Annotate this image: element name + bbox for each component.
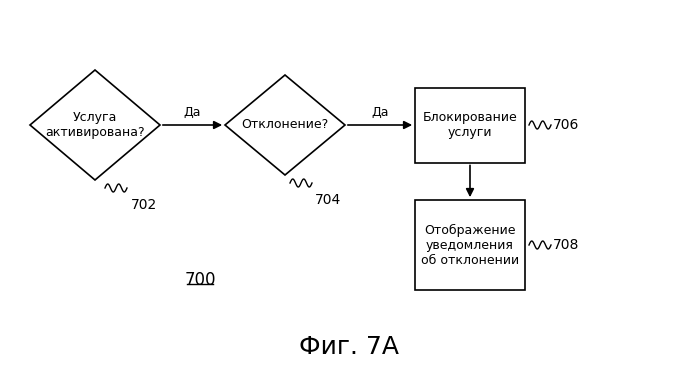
- Text: Отклонение?: Отклонение?: [242, 119, 329, 131]
- Text: Блокирование
услуги: Блокирование услуги: [422, 111, 517, 139]
- Text: Услуга
активирована?: Услуга активирована?: [45, 111, 144, 139]
- Text: Отображение
уведомления
об отклонении: Отображение уведомления об отклонении: [421, 223, 519, 266]
- Text: Да: Да: [184, 106, 201, 119]
- Text: 702: 702: [131, 198, 157, 212]
- Text: 700: 700: [184, 271, 216, 289]
- Text: 706: 706: [553, 118, 579, 132]
- Text: Да: Да: [371, 106, 389, 119]
- Text: Фиг. 7А: Фиг. 7А: [299, 335, 399, 359]
- Text: 704: 704: [315, 193, 341, 207]
- Text: 708: 708: [553, 238, 579, 252]
